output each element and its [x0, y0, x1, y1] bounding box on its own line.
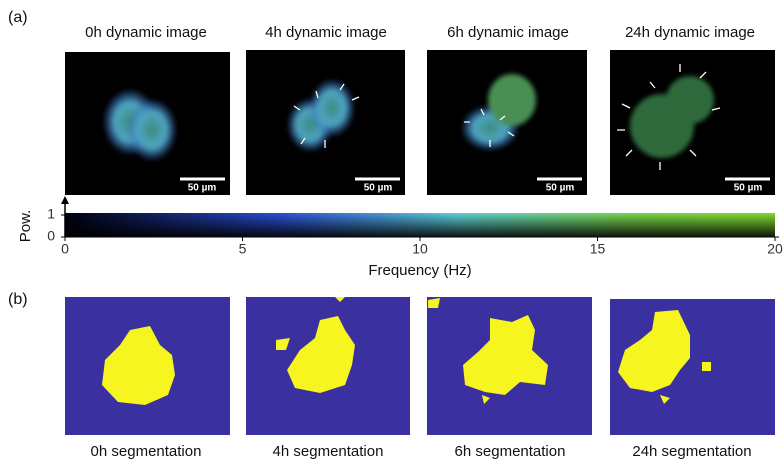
image-title: 6h dynamic image — [447, 24, 569, 41]
y-tick-label: 1 — [47, 206, 55, 222]
image-caption: 6h segmentation — [455, 443, 566, 460]
segmentation-image — [65, 297, 230, 435]
segmentation-image — [246, 297, 410, 435]
x-tick-label: 20 — [767, 241, 783, 257]
dynamic-image: 50 µm — [246, 50, 405, 195]
panel-label: (b) — [8, 291, 28, 308]
image-title: 24h dynamic image — [625, 24, 755, 41]
x-tick-label: 0 — [61, 241, 69, 257]
axis-label: Pow. — [17, 210, 34, 243]
image-caption: 24h segmentation — [632, 443, 751, 460]
x-tick-label: 5 — [239, 241, 247, 257]
dynamic-image: 50 µm — [427, 50, 587, 195]
panel-label: (a) — [8, 9, 28, 26]
scale-label: 50 µm — [546, 183, 575, 194]
segmentation-image — [427, 297, 592, 435]
image-title: 0h dynamic image — [85, 24, 207, 41]
y-tick-label: 0 — [47, 228, 55, 244]
figure: (a) 0h dynamic image 4h dynamic image 6h… — [0, 0, 783, 462]
scale-label: 50 µm — [188, 183, 217, 194]
colorbar — [61, 196, 779, 237]
image-caption: 0h segmentation — [91, 443, 202, 460]
x-tick-label: 10 — [412, 241, 428, 257]
axis-label: Frequency (Hz) — [368, 262, 471, 279]
segmentation-image — [610, 299, 775, 435]
scale-label: 50 µm — [734, 183, 763, 194]
image-caption: 4h segmentation — [273, 443, 384, 460]
dynamic-image: 50 µm — [610, 50, 775, 195]
x-tick-label: 15 — [590, 241, 606, 257]
image-title: 4h dynamic image — [265, 24, 387, 41]
dynamic-image: 50 µm — [65, 52, 230, 195]
scale-label: 50 µm — [364, 183, 393, 194]
